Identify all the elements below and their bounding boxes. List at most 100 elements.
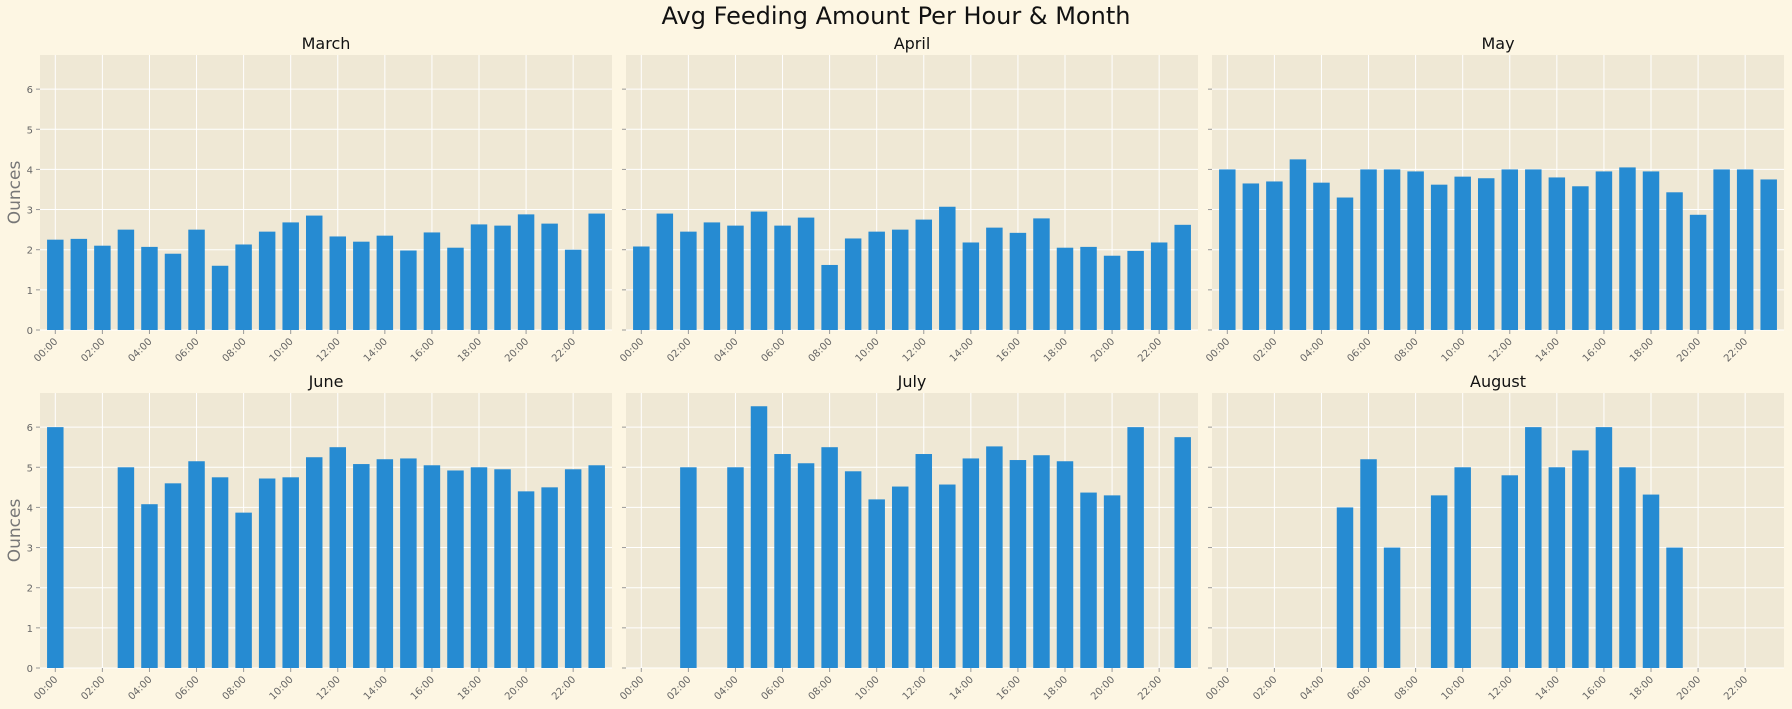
bar-0600 <box>188 461 205 668</box>
x-tick-label: 06:00 <box>173 336 201 364</box>
plot-area <box>40 55 612 330</box>
x-tick-label: 12:00 <box>1487 336 1515 364</box>
y-tick-label: 4 <box>27 503 33 514</box>
bar-0800 <box>1407 171 1424 330</box>
x-tick-label: 14:00 <box>948 674 976 702</box>
bar-1500 <box>986 446 1003 668</box>
bar-1700 <box>1619 167 1636 330</box>
bar-1500 <box>1572 450 1589 668</box>
bar-2300 <box>1174 437 1191 668</box>
bar-0500 <box>750 406 768 668</box>
plot-area <box>626 55 1198 330</box>
bar-0000 <box>1219 169 1236 330</box>
bar-1600 <box>1595 171 1613 330</box>
bar-0800 <box>821 264 838 330</box>
bar-0200 <box>94 245 111 330</box>
subplot-july: 00:00 02:00 04:00 06:00 08:00 10:00 12:00 14:00… <box>618 372 1198 703</box>
bar-0700 <box>797 217 815 330</box>
x-tick-label: 02:00 <box>665 674 693 702</box>
bar-2000 <box>1689 214 1707 330</box>
bar-0800 <box>235 512 252 668</box>
bar-1200 <box>915 219 933 330</box>
y-tick-label: 0 <box>27 664 33 675</box>
bar-1300 <box>939 206 956 330</box>
x-tick-label: 16:00 <box>409 336 437 364</box>
bar-1000 <box>282 222 299 330</box>
x-tick-label: 22:00 <box>550 674 578 702</box>
bar-1300 <box>353 241 370 330</box>
bar-1700 <box>447 247 464 330</box>
y-axis-label: Ounces <box>5 161 25 225</box>
x-tick-label: 06:00 <box>1345 674 1373 702</box>
x-tick-label: 04:00 <box>126 336 154 364</box>
x-tick-label: 00:00 <box>32 336 60 364</box>
x-tick-label: 14:00 <box>948 336 976 364</box>
bar-0400 <box>1313 182 1330 330</box>
bar-1100 <box>1477 178 1495 330</box>
bar-2200 <box>1150 242 1168 330</box>
x-tick-label: 10:00 <box>1440 674 1468 702</box>
bar-1000 <box>282 477 299 668</box>
y-tick-label: 3 <box>27 544 33 555</box>
x-tick-label: 20:00 <box>1089 336 1117 364</box>
bar-1600 <box>1009 460 1027 668</box>
bar-0600 <box>774 225 791 330</box>
bar-1000 <box>868 231 885 330</box>
subplot-title: March <box>302 34 351 53</box>
x-tick-label: 04:00 <box>1298 674 1326 702</box>
bar-0600 <box>774 454 791 668</box>
y-tick-label: 1 <box>27 286 33 297</box>
x-tick-label: 12:00 <box>901 336 929 364</box>
bar-2100 <box>1127 250 1144 330</box>
plot-area <box>626 393 1198 668</box>
y-tick-label: 5 <box>27 463 33 474</box>
bar-2300 <box>588 213 605 330</box>
x-tick-label: 06:00 <box>759 674 787 702</box>
x-tick-label: 12:00 <box>315 674 343 702</box>
y-tick-label: 0 <box>27 326 33 337</box>
bar-0900 <box>844 471 862 668</box>
bar-2300 <box>588 465 605 668</box>
subplot-april: 00:00 02:00 04:00 06:00 08:00 10:00 12:00 14:00… <box>618 34 1198 365</box>
bar-1600 <box>423 465 441 668</box>
x-tick-label: 08:00 <box>1393 674 1421 702</box>
bar-0300 <box>1289 159 1307 330</box>
x-tick-label: 08:00 <box>807 674 835 702</box>
bar-0900 <box>1430 495 1448 668</box>
bar-1000 <box>868 499 885 668</box>
bar-0200 <box>1266 181 1283 330</box>
x-tick-label: 10:00 <box>854 336 882 364</box>
x-tick-label: 10:00 <box>268 336 296 364</box>
bar-1400 <box>962 458 980 668</box>
y-tick-label: 1 <box>27 624 33 635</box>
x-tick-label: 12:00 <box>315 336 343 364</box>
bar-2000 <box>517 491 535 668</box>
bar-1300 <box>353 464 370 668</box>
subplot-title: July <box>897 372 927 391</box>
bar-0900 <box>844 238 862 330</box>
bar-1500 <box>1572 186 1589 330</box>
bar-1200 <box>915 454 933 668</box>
x-tick-label: 02:00 <box>1251 336 1279 364</box>
bar-1800 <box>1056 461 1074 668</box>
x-tick-label: 14:00 <box>1534 336 1562 364</box>
x-tick-label: 02:00 <box>79 674 107 702</box>
x-tick-label: 20:00 <box>1675 336 1703 364</box>
subplot-june: 0 1 2 3 4 5 6 00:00 02:00 04:00 06:00 08:00 10:00 12:… <box>5 372 612 703</box>
y-axis-label: Ounces <box>5 499 25 563</box>
bar-2300 <box>1760 179 1777 330</box>
bar-1200 <box>329 236 347 330</box>
plot-area <box>1212 393 1784 668</box>
x-tick-label: 18:00 <box>1042 336 1070 364</box>
bar-0100 <box>70 238 88 330</box>
bar-0500 <box>164 483 182 668</box>
y-tick-label: 2 <box>27 246 33 257</box>
bar-2100 <box>541 487 558 668</box>
bar-1900 <box>1080 492 1097 668</box>
bar-0500 <box>750 211 768 330</box>
x-tick-label: 02:00 <box>665 336 693 364</box>
bar-0600 <box>1360 169 1377 330</box>
bar-0400 <box>141 504 158 668</box>
subplot-may: 00:00 02:00 04:00 06:00 08:00 10:00 12:00 14:00… <box>1204 34 1784 365</box>
